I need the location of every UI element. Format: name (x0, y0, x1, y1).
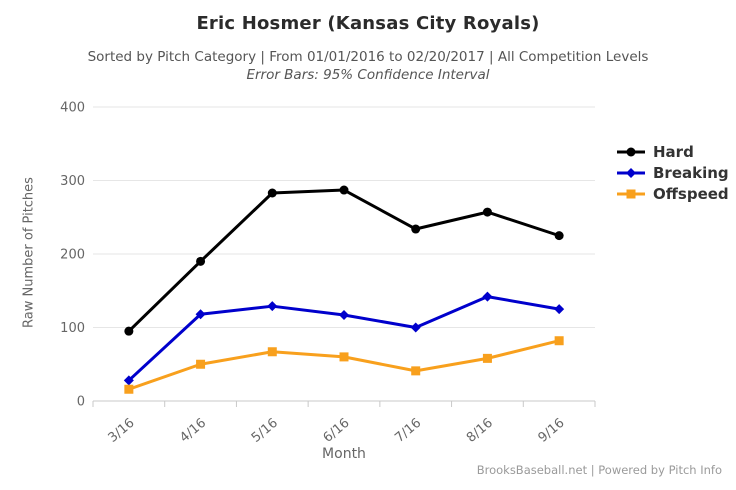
data-point (554, 304, 565, 315)
data-point (626, 167, 636, 178)
data-point (626, 147, 636, 156)
x-axis (92, 400, 596, 407)
data-point (195, 309, 206, 320)
x-tick-label: 6/16 (321, 416, 353, 446)
data-point (626, 189, 636, 198)
legend-item-breaking: Breaking (616, 162, 729, 183)
data-point (267, 347, 277, 357)
y-tick-label: 100 (60, 321, 85, 336)
legend-label: Breaking (653, 163, 729, 182)
data-point (410, 322, 421, 333)
data-point (339, 352, 349, 362)
data-point (124, 326, 134, 336)
x-tick-label: 8/16 (464, 416, 496, 446)
y-axis-labels: 400 300 200 100 0 (60, 101, 85, 410)
x-tick-label: 3/16 (106, 416, 138, 446)
offspeed-series-marker-icon (617, 189, 645, 198)
hard-series-marker-icon (617, 147, 645, 156)
x-tick-label: 4/16 (177, 416, 209, 446)
data-point (267, 188, 277, 198)
y-tick-label: 300 (60, 174, 85, 189)
data-point (123, 375, 134, 386)
offspeed-series-line (128, 339, 560, 391)
gridlines (93, 106, 595, 328)
data-point (482, 353, 492, 363)
x-axis-title: Month (322, 446, 366, 462)
breaking-series-marker-icon (617, 167, 645, 178)
y-tick-label: 0 (77, 395, 85, 410)
x-axis-labels: 3/16 4/16 5/16 6/16 7/16 8/16 9/16 (106, 416, 568, 446)
error-bars-note: Error Bars: 95% Confidence Interval (246, 67, 490, 83)
legend-item-hard: Hard (616, 141, 729, 162)
y-axis-title: Raw Number of Pitches (21, 177, 37, 328)
data-series (123, 185, 565, 394)
x-tick-label: 5/16 (249, 416, 281, 446)
chart-title: Eric Hosmer (Kansas City Royals) (196, 13, 540, 34)
y-tick-label: 400 (60, 101, 85, 116)
data-point (411, 366, 421, 376)
data-point (339, 310, 349, 321)
legend-label: Offspeed (653, 184, 729, 203)
x-tick-label: 9/16 (536, 416, 568, 446)
data-point (196, 256, 206, 266)
data-point (196, 359, 206, 369)
data-point (339, 185, 349, 195)
attribution-credit: BrooksBaseball.net | Powered by Pitch In… (476, 463, 722, 477)
data-point (554, 336, 564, 346)
y-tick-label: 200 (60, 248, 85, 263)
data-point (482, 291, 493, 302)
legend: Hard Breaking Offspeed (616, 141, 729, 204)
legend-item-offspeed: Offspeed (616, 183, 729, 204)
legend-label: Hard (653, 142, 694, 161)
data-point (554, 231, 564, 241)
data-point (482, 207, 492, 217)
data-point (411, 224, 421, 234)
data-point (124, 384, 134, 394)
chart-subtitle: Sorted by Pitch Category | From 01/01/20… (87, 49, 649, 65)
x-tick-label: 7/16 (392, 416, 424, 446)
data-point (267, 301, 278, 312)
